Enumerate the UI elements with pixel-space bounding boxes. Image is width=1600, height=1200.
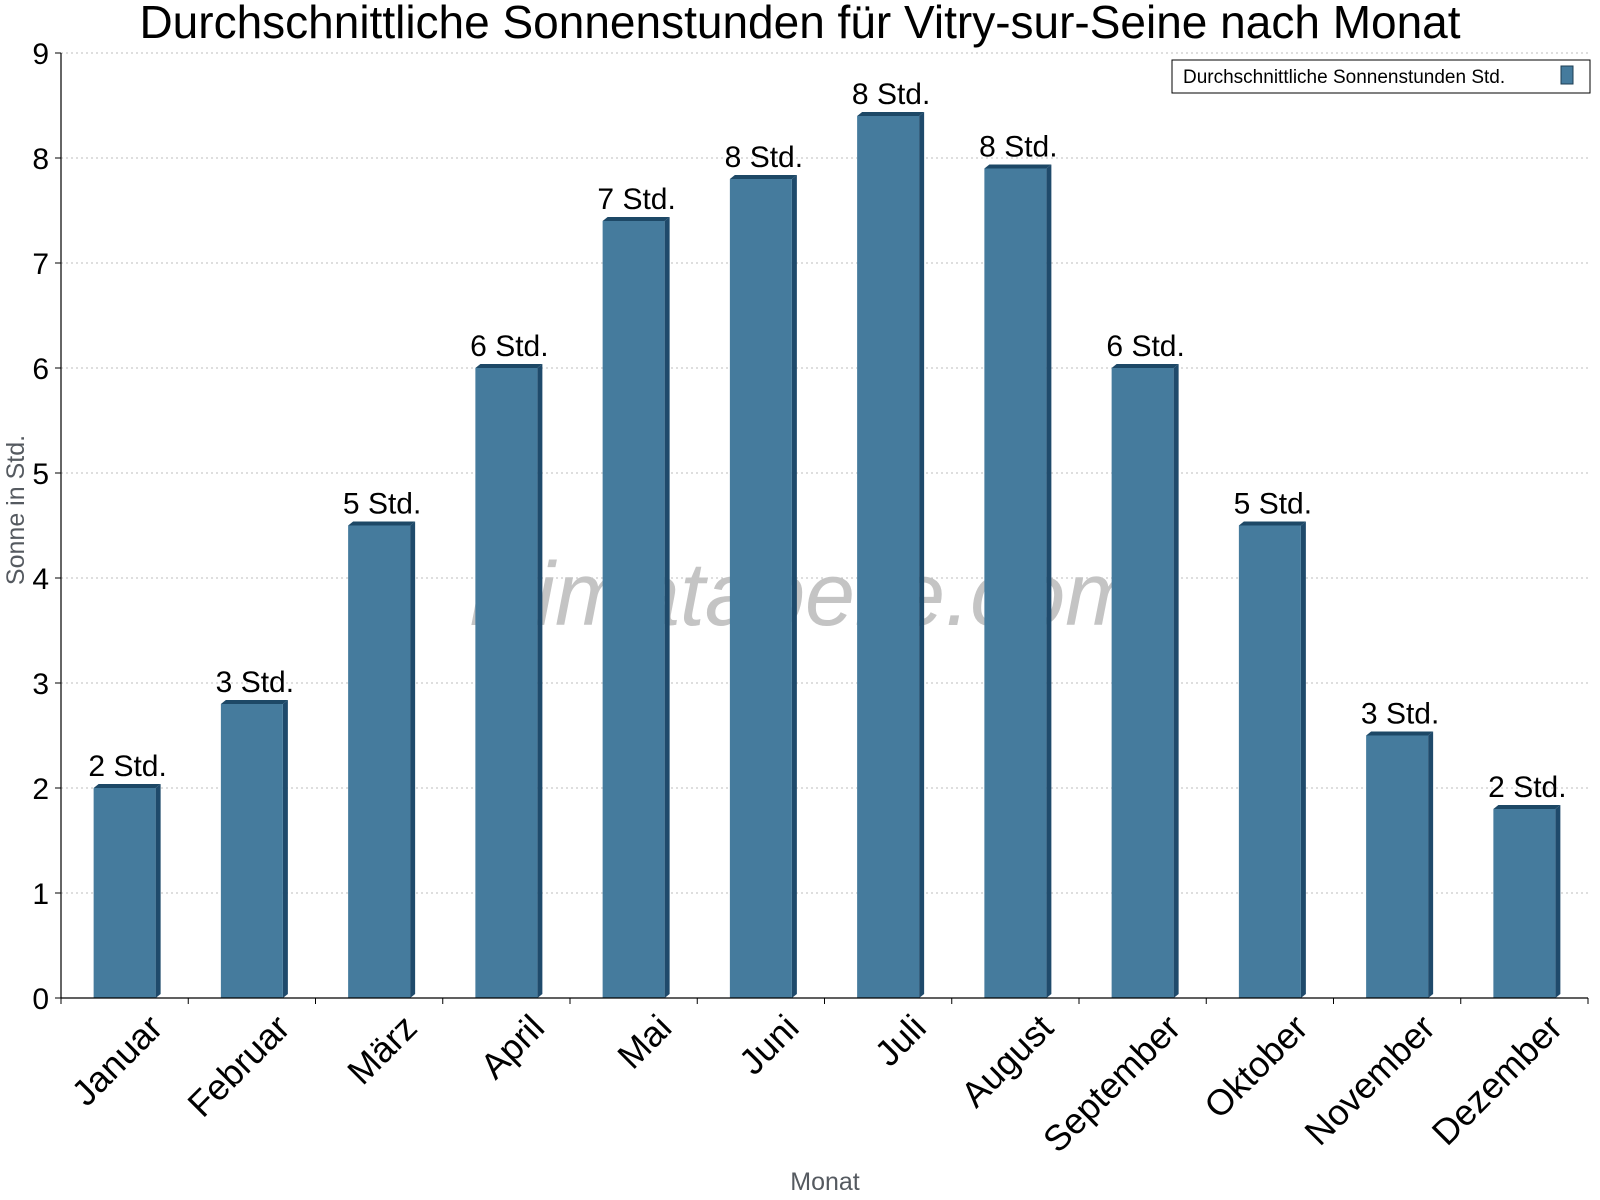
bar-side <box>664 217 670 998</box>
y-tick-label: 9 <box>32 38 49 71</box>
bar <box>984 168 1047 998</box>
data-label: 2 Std. <box>1488 771 1566 804</box>
bar-group <box>220 700 288 998</box>
bar-top <box>1366 731 1434 736</box>
bar-top <box>1238 521 1306 526</box>
bar <box>1366 735 1429 998</box>
y-tick-label: 8 <box>32 143 49 176</box>
bar <box>93 788 156 998</box>
y-tick-label: 7 <box>32 248 49 281</box>
x-tick-label: Juli <box>867 1007 934 1074</box>
grid-lines <box>61 52 1588 894</box>
bar-group <box>1238 521 1306 998</box>
chart-title: Durchschnittliche Sonnenstunden für Vitr… <box>139 0 1460 48</box>
bar <box>602 221 665 998</box>
bar-top <box>729 175 797 179</box>
bar-group <box>348 521 416 998</box>
bar-top <box>475 364 543 368</box>
bar-series: 2 Std. 3 Std. 5 Std. 6 Std. 7 Std. 8 Std. 8 St… <box>88 78 1567 998</box>
bar <box>1111 368 1174 998</box>
bar-side <box>155 784 161 998</box>
x-tick-label: März <box>339 1007 425 1093</box>
bar-group <box>475 364 543 998</box>
bar-top <box>1493 805 1561 809</box>
bar-top <box>984 164 1052 169</box>
y-tick-label: 5 <box>32 458 49 491</box>
legend-box <box>1171 59 1591 94</box>
bar <box>475 368 538 998</box>
y-tick-label: 1 <box>32 878 49 911</box>
x-tick-label: Oktober <box>1196 1007 1316 1127</box>
bar-top <box>1111 364 1179 368</box>
bar-top <box>602 217 670 221</box>
bar <box>729 179 792 998</box>
x-tick-label: Mai <box>609 1007 679 1077</box>
data-label: 6 Std. <box>470 330 548 363</box>
data-label: 3 Std. <box>1361 698 1439 731</box>
bar-group <box>93 784 161 998</box>
bar-top <box>857 112 925 116</box>
x-tick-label: September <box>1035 1007 1189 1161</box>
legend-swatch <box>1560 65 1574 85</box>
y-tick-label: 3 <box>32 668 49 701</box>
bar-side <box>1428 731 1434 998</box>
x-tick-label: April <box>472 1007 552 1087</box>
bar-side <box>1300 521 1306 998</box>
bar-side <box>791 175 797 998</box>
y-tick-label: 0 <box>32 983 49 1016</box>
y-axis-label: Sonne in Std. <box>2 435 30 585</box>
bar <box>857 116 920 998</box>
bar-side <box>537 364 543 998</box>
bar-group <box>602 217 670 998</box>
bar-group <box>857 112 925 998</box>
bar-group <box>1493 805 1561 998</box>
bar-side <box>1046 164 1052 998</box>
bar-side <box>1173 364 1179 998</box>
bar-top <box>220 700 288 704</box>
data-label: 8 Std. <box>979 131 1057 164</box>
bar-side <box>1555 805 1561 998</box>
data-label: 7 Std. <box>597 183 675 216</box>
data-label: 2 Std. <box>88 750 166 783</box>
bar-side <box>282 700 288 998</box>
bar-side <box>410 521 416 998</box>
data-label: 5 Std. <box>1234 488 1312 521</box>
bar-group <box>1111 364 1179 998</box>
x-tick-label: Juni <box>731 1007 807 1083</box>
bar <box>348 525 411 998</box>
bar-top <box>93 784 161 788</box>
x-tick-label: Februar <box>179 1007 297 1125</box>
bar-group <box>729 175 797 998</box>
data-label: 3 Std. <box>216 666 294 699</box>
bar <box>1238 525 1301 998</box>
y-tick-label: 4 <box>32 563 49 596</box>
x-tick-label: November <box>1296 1007 1442 1153</box>
data-label: 8 Std. <box>725 141 803 174</box>
x-tick-label: Januar <box>63 1007 170 1114</box>
data-label: 6 Std. <box>1106 330 1184 363</box>
bar-group <box>1366 731 1434 998</box>
bar <box>1493 809 1556 998</box>
bar-top <box>348 521 416 526</box>
bar <box>220 704 283 998</box>
legend: Durchschnittliche Sonnenstunden Std. <box>1171 59 1591 94</box>
data-label: 5 Std. <box>343 488 421 521</box>
y-tick-label: 6 <box>32 353 49 386</box>
y-tick-label: 2 <box>32 773 49 806</box>
x-tick-label: Dezember <box>1424 1007 1570 1153</box>
legend-entry-label: Durchschnittliche Sonnenstunden Std. <box>1183 67 1505 88</box>
x-axis-label: Monat <box>790 1168 860 1196</box>
bar-side <box>919 112 925 998</box>
x-tick-label: August <box>953 1007 1061 1115</box>
bar-group <box>984 164 1052 998</box>
data-label: 8 Std. <box>852 78 930 111</box>
